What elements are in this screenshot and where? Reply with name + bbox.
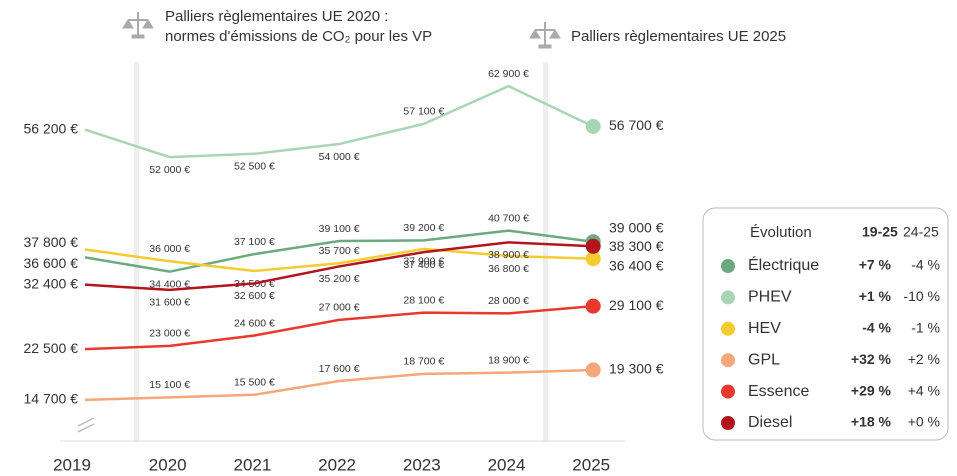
axis-break [77, 417, 95, 433]
legend-marker [721, 290, 735, 305]
data-label: 56 700 € [609, 117, 664, 133]
legend-label: GPL [748, 351, 780, 368]
data-label: 18 700 € [403, 356, 444, 368]
data-label: 15 500 € [234, 377, 275, 389]
data-label: 36 800 € [488, 263, 529, 275]
data-label: 57 100 € [403, 106, 444, 118]
data-label: 24 600 € [234, 317, 275, 329]
legend-evolution: +29 % [851, 382, 892, 398]
x-tick-label: 2021 [233, 455, 271, 474]
data-label: 38 300 € [609, 238, 664, 254]
x-tick-label: 2020 [149, 455, 187, 474]
data-label: 39 200 € [403, 222, 444, 234]
legend-evolution: -10 % [903, 288, 940, 304]
legend-column: 19-25 [862, 224, 898, 240]
line [84, 368, 594, 402]
data-label: 35 700 € [319, 245, 360, 257]
annotation: Palliers règlementaires UE 2025 [571, 28, 786, 45]
end-point [585, 362, 601, 378]
legend-marker [721, 416, 735, 430]
legend-evolution: +0 % [908, 414, 940, 430]
legend-evolution: +18 % [851, 414, 892, 430]
data-label: 39 100 € [319, 223, 360, 235]
data-label: 32 400 € [24, 275, 79, 291]
legend-label: Essence [748, 383, 809, 400]
legend-evolution: -4 % [862, 320, 891, 336]
legend-evolution: +1 % [859, 288, 892, 304]
legend-marker [721, 353, 735, 368]
data-label: 14 700 € [24, 391, 79, 407]
regulation-band [134, 62, 139, 442]
scale-icon [529, 22, 561, 49]
legend-title: Évolution [750, 224, 812, 241]
data-label: 27 000 € [319, 302, 360, 314]
legend-marker [721, 321, 735, 336]
legend-evolution: +32 % [851, 351, 892, 367]
x-tick-label: 2019 [53, 455, 91, 474]
legend-label: Électrique [748, 255, 819, 274]
data-label: 52 500 € [234, 161, 275, 173]
data-label: 18 900 € [488, 354, 529, 366]
x-tick-label: 2025 [572, 455, 610, 474]
data-label: 29 100 € [609, 297, 664, 313]
data-label: 35 200 € [319, 273, 360, 285]
line [84, 247, 594, 273]
legend-label: PHEV [748, 289, 792, 306]
line [84, 84, 594, 159]
data-label: 31 600 € [149, 297, 190, 309]
data-label: 32 600 € [234, 290, 275, 302]
data-label: 22 500 € [24, 340, 79, 356]
data-label: 37 400 € [403, 259, 444, 271]
line [84, 304, 594, 351]
data-label: 37 800 € [24, 234, 79, 250]
data-label: 23 000 € [149, 328, 190, 340]
regulation-band [543, 62, 548, 442]
legend-evolution: +2 % [908, 351, 940, 367]
legend-evolution: -1 % [911, 320, 940, 336]
annotation: Palliers règlementaires UE 2020 : [165, 8, 388, 25]
line [84, 241, 594, 292]
end-point [585, 118, 601, 134]
end-point [585, 251, 601, 267]
scale-icon [122, 12, 154, 39]
data-label: 38 900 € [488, 249, 529, 261]
data-label: 19 300 € [609, 361, 664, 377]
legend-evolution: +4 % [908, 382, 940, 398]
end-point [585, 298, 601, 314]
data-label: 37 900 € [403, 256, 444, 268]
legend-label: HEV [748, 320, 781, 337]
data-label: 52 000 € [149, 164, 190, 176]
data-label: 62 900 € [488, 68, 529, 80]
data-label: 37 100 € [234, 236, 275, 248]
data-label: 39 000 € [609, 219, 664, 235]
x-tick-label: 2022 [318, 455, 356, 474]
data-label: 15 100 € [149, 379, 190, 391]
legend-marker [721, 384, 735, 399]
data-label: 36 000 € [149, 243, 190, 255]
data-label: 56 200 € [24, 120, 79, 136]
data-label: 34 400 € [149, 278, 190, 290]
end-point [585, 238, 601, 254]
legend-box [702, 207, 949, 441]
data-label: 36 400 € [609, 257, 664, 273]
data-label: 28 100 € [403, 294, 444, 306]
data-label: 17 600 € [319, 363, 360, 375]
legend-evolution: -4 % [911, 257, 940, 273]
legend-label: Diesel [748, 414, 792, 431]
legend-marker [721, 259, 735, 273]
line [84, 229, 594, 273]
data-label: 28 000 € [488, 295, 529, 307]
annotation: normes d'émissions de CO₂ pour les VP [165, 28, 432, 45]
legend-evolution: +7 % [859, 257, 892, 273]
x-tick-label: 2024 [488, 455, 526, 474]
legend-column: 24-25 [903, 224, 939, 240]
data-label: 40 700 € [488, 212, 529, 224]
data-label: 36 600 € [24, 255, 79, 271]
x-tick-label: 2023 [403, 455, 441, 474]
data-label: 54 000 € [319, 151, 360, 163]
